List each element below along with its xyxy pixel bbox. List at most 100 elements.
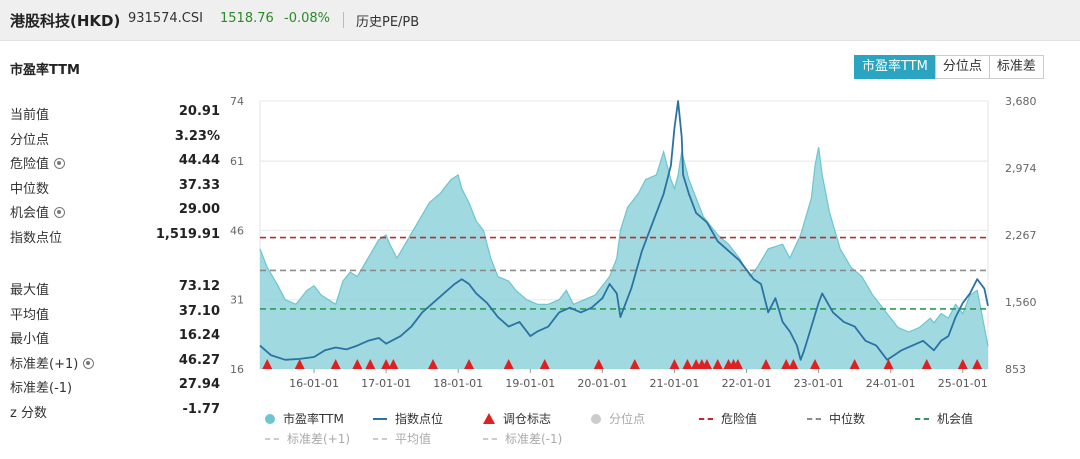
tab-percentile[interactable]: 分位点 xyxy=(934,55,990,79)
y-left-tick-label: 74 xyxy=(230,95,244,108)
header-divider xyxy=(343,12,344,28)
legend-mean[interactable]: 平均值 xyxy=(373,430,431,447)
rebalance-marker xyxy=(849,359,860,369)
dashed-line-icon xyxy=(915,417,929,420)
legend-percentile[interactable]: 分位点 xyxy=(591,410,645,427)
stat-value: 37.33 xyxy=(178,177,220,193)
stat-value: -1.77 xyxy=(182,401,220,417)
stat-label: 指数点位 xyxy=(10,230,63,246)
stat-row-percentile: 分位点 3.23% xyxy=(10,125,220,150)
line-icon xyxy=(373,417,387,420)
legend-label: 标准差(+1) xyxy=(287,432,351,446)
index-line xyxy=(259,100,989,361)
x-tick-label: 18-01-01 xyxy=(433,377,483,390)
x-tick-label: 21-01-01 xyxy=(649,377,699,390)
gear-icon[interactable] xyxy=(54,158,66,169)
stat-row-index-level: 指数点位 1,519.91 xyxy=(10,223,220,248)
dashed-line-icon xyxy=(483,437,497,440)
y-right-tick-label: 2,267 xyxy=(1005,229,1037,242)
stat-value: 20.91 xyxy=(178,104,220,119)
dashed-line-icon xyxy=(373,437,387,440)
y-right-tick-label: 853 xyxy=(1005,363,1026,376)
rebalance-marker xyxy=(732,359,743,369)
stat-value: 3.23% xyxy=(174,128,220,144)
rebalance-marker xyxy=(788,359,799,369)
x-tick-label: 25-01-01 xyxy=(938,377,988,390)
x-tick-label: 23-01-01 xyxy=(794,377,844,390)
legend-label: 标准差(-1) xyxy=(505,432,563,446)
legend-pe[interactable]: 市盈率TTM xyxy=(265,410,344,427)
stat-row-danger: 危险值 44.44 xyxy=(10,149,220,174)
index-price: 1518.76 xyxy=(220,11,274,26)
stat-row-max: 最大值 73.12 xyxy=(10,275,220,300)
rebalance-marker xyxy=(972,359,983,369)
pe-area xyxy=(260,147,988,369)
dashed-line-icon xyxy=(699,417,713,420)
x-tick-label: 24-01-01 xyxy=(866,377,916,390)
rebalance-marker xyxy=(593,359,604,369)
rebalance-marker xyxy=(352,359,363,369)
stat-row-mean: 平均值 37.10 xyxy=(10,300,220,325)
tab-pe-ttm[interactable]: 市盈率TTM xyxy=(854,55,936,79)
stat-value: 27.94 xyxy=(178,377,220,392)
rebalance-marker xyxy=(669,359,680,369)
legend-index[interactable]: 指数点位 xyxy=(373,410,443,427)
stat-label: 当前值 xyxy=(10,108,50,123)
stat-row-sd-plus: 标准差(+1) 46.27 xyxy=(10,349,220,374)
gear-icon[interactable] xyxy=(54,207,66,218)
stat-label: 危险值 xyxy=(10,153,66,172)
rebalance-marker xyxy=(427,359,438,369)
legend-danger[interactable]: 危险值 xyxy=(699,410,757,427)
x-tick-label: 17-01-01 xyxy=(361,377,411,390)
stat-value: 16.24 xyxy=(178,328,220,343)
rebalance-marker xyxy=(712,359,723,369)
stat-value: 37.10 xyxy=(178,303,220,319)
legend-rebalance[interactable]: 调仓标志 xyxy=(483,410,551,427)
stat-label: z 分数 xyxy=(10,405,47,421)
rebalance-marker xyxy=(810,359,821,369)
stat-row-min: 最小值 16.24 xyxy=(10,324,220,349)
legend-opportunity[interactable]: 机会值 xyxy=(915,410,973,427)
y-left-tick-label: 31 xyxy=(230,294,244,307)
y-right-tick-label: 3,680 xyxy=(1005,95,1037,108)
stat-value: 46.27 xyxy=(178,352,220,368)
gear-icon[interactable] xyxy=(83,357,95,369)
legend-sd-minus[interactable]: 标准差(-1) xyxy=(483,430,562,447)
circle-icon xyxy=(265,413,275,424)
legend-label: 调仓标志 xyxy=(503,412,552,426)
section-title: 市盈率TTM xyxy=(10,63,80,78)
legend-label: 指数点位 xyxy=(395,412,444,426)
rebalance-marker xyxy=(262,359,273,369)
legend-label: 市盈率TTM xyxy=(283,412,344,426)
stat-value: 73.12 xyxy=(178,279,220,294)
stat-label-text: 机会值 xyxy=(10,206,50,221)
stats-panel: 当前值 20.91 分位点 3.23% 危险值 44.44 中位数 37.33 机会值 2… xyxy=(10,100,220,422)
stat-label-text: 标准差(+1) xyxy=(10,356,79,372)
rebalance-marker xyxy=(760,359,771,369)
circle-icon xyxy=(591,413,601,424)
stat-value: 44.44 xyxy=(178,153,220,168)
rebalance-marker xyxy=(883,359,894,369)
legend-label: 机会值 xyxy=(937,412,974,426)
stat-label: 中位数 xyxy=(10,181,50,197)
stat-label: 机会值 xyxy=(10,202,66,221)
dashed-line-icon xyxy=(807,417,821,420)
pe-chart[interactable]: 74 3,680 61 2,974 46 2,267 31 1,560 16 853 16-01-0… xyxy=(0,88,1080,398)
stat-label: 最大值 xyxy=(10,283,50,298)
stat-label: 最小值 xyxy=(10,332,50,347)
history-pe-pb-link[interactable]: 历史PE/PB xyxy=(356,15,420,30)
legend-label: 平均值 xyxy=(395,432,432,446)
y-right-tick-label: 1,560 xyxy=(1005,296,1037,309)
legend-label: 中位数 xyxy=(829,412,866,426)
legend-median[interactable]: 中位数 xyxy=(807,410,865,427)
y-left-tick-label: 46 xyxy=(230,224,244,237)
stat-row-opportunity: 机会值 29.00 xyxy=(10,198,220,223)
stat-value: 1,519.91 xyxy=(155,226,220,242)
rebalance-marker xyxy=(921,359,932,369)
stat-label: 标准差(+1) xyxy=(10,353,95,372)
stat-row-current: 当前值 20.91 xyxy=(10,100,220,125)
y-left-tick-label: 16 xyxy=(230,363,244,376)
legend-sd-plus[interactable]: 标准差(+1) xyxy=(265,430,350,447)
tab-std-dev[interactable]: 标准差 xyxy=(988,55,1044,79)
rebalance-marker xyxy=(388,359,399,369)
